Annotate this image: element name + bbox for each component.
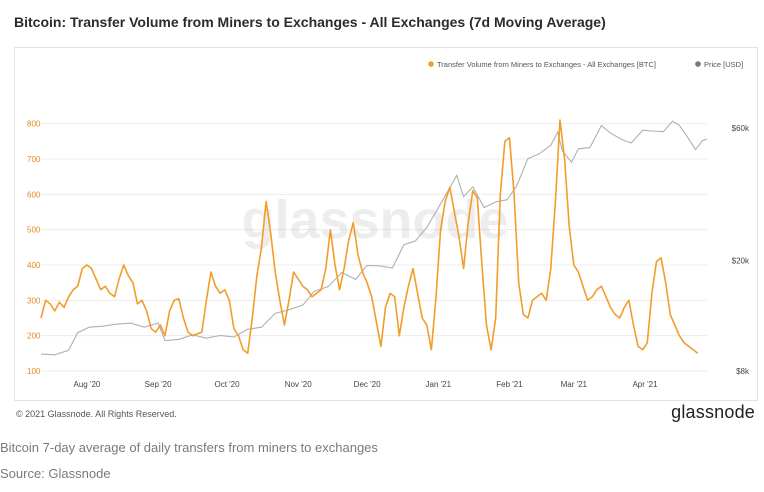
x-tick-label: Nov '20 [285, 380, 312, 389]
legend-price-marker [695, 61, 701, 67]
figure-caption: Bitcoin 7-day average of daily transfers… [0, 440, 378, 455]
y-left-tick-label: 500 [27, 226, 41, 235]
y-left-tick-label: 800 [27, 120, 41, 129]
chart-title: Bitcoin: Transfer Volume from Miners to … [14, 14, 606, 30]
legend-price-label: Price [USD] [704, 60, 743, 69]
y-left-tick-label: 300 [27, 296, 41, 305]
x-tick-label: Oct '20 [214, 380, 240, 389]
y-left-tick-label: 100 [27, 367, 41, 376]
y-left-tick-label: 600 [27, 190, 41, 199]
y-left-tick-label: 400 [27, 261, 41, 270]
copyright-text: © 2021 Glassnode. All Rights Reserved. [16, 409, 177, 419]
y-left-tick-label: 700 [27, 155, 41, 164]
x-tick-label: Sep '20 [145, 380, 172, 389]
y-right-tick-label: $8k [736, 367, 750, 376]
figure-source: Source: Glassnode [0, 466, 111, 481]
y-left-tick-label: 200 [27, 332, 41, 341]
legend-volume-marker [428, 61, 434, 67]
x-tick-label: Dec '20 [354, 380, 381, 389]
volume-series-line [40, 119, 699, 355]
x-tick-label: Jan '21 [426, 380, 452, 389]
chart-panel: 100 200 300 400 500 600 700 800 $8k $20k $60k Aug '… [14, 47, 758, 401]
x-tick-label: Apr '21 [632, 380, 658, 389]
glassnode-logo[interactable]: glassnode [671, 402, 755, 422]
chart-svg: 100 200 300 400 500 600 700 800 $8k $20k $60k Aug '… [27, 60, 750, 389]
price-series-line [40, 120, 708, 356]
y-right-tick-label: $60k [732, 124, 750, 133]
watermark: glassnode [241, 190, 508, 250]
x-tick-label: Mar '21 [561, 380, 588, 389]
x-tick-label: Feb '21 [496, 380, 523, 389]
x-tick-label: Aug '20 [73, 380, 100, 389]
y-right-tick-label: $20k [732, 256, 750, 265]
legend-volume-label: Transfer Volume from Miners to Exchanges… [437, 60, 656, 69]
